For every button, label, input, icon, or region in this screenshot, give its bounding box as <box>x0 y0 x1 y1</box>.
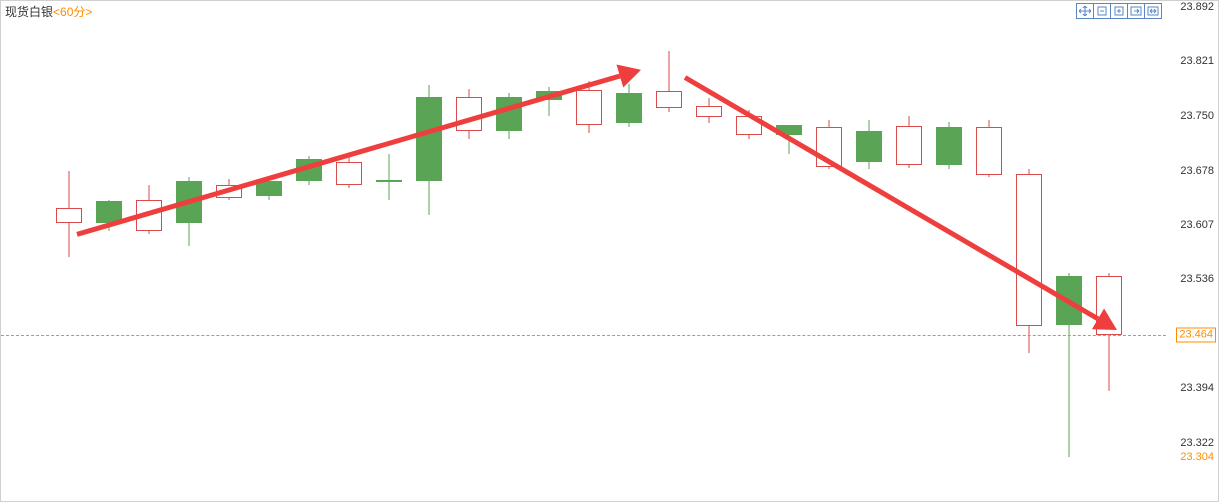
candle-body <box>1096 276 1122 334</box>
candle-body <box>176 181 202 223</box>
y-axis-labels: 23.892 23.821 23.750 23.678 23.607 23.536 23.4… <box>1168 1 1218 483</box>
candle-body <box>56 208 82 223</box>
y-axis-tick-label: 23.607 <box>1180 219 1214 231</box>
candle-body <box>856 131 882 162</box>
y-axis-tick-label: 23.322 <box>1180 437 1214 449</box>
current-price-line <box>1 335 1166 336</box>
candle-body <box>256 181 282 196</box>
chart-container: 现货白银<60分> 23.89223.82123.75023.67823.607… <box>0 0 1219 502</box>
candle-body <box>336 162 362 185</box>
candle-body <box>296 159 322 180</box>
candle-body <box>536 91 562 101</box>
candle-body <box>216 185 242 198</box>
candle-body <box>896 126 922 164</box>
candle-body <box>96 201 122 222</box>
candle-body <box>456 97 482 131</box>
current-price-tag: 23.464 <box>1176 327 1216 342</box>
candle-body <box>936 127 962 165</box>
y-axis-tick-label: 23.821 <box>1180 55 1214 67</box>
chart-plot-area[interactable] <box>1 1 1166 483</box>
y-axis-tick-label: 23.892 <box>1180 1 1214 13</box>
candle-body <box>376 180 402 182</box>
y-axis-tick-label: 23.394 <box>1180 382 1214 394</box>
candle-body <box>1016 174 1042 326</box>
candle-body <box>576 90 602 125</box>
candle-body <box>496 97 522 131</box>
candle-body <box>136 200 162 231</box>
y-axis-tick-label: 23.536 <box>1180 273 1214 285</box>
candle-body <box>656 91 682 109</box>
y-axis-tick-label: 23.750 <box>1180 110 1214 122</box>
candle-body <box>736 116 762 135</box>
candle-body <box>1056 276 1082 324</box>
candle-body <box>416 97 442 181</box>
candle-body <box>616 93 642 124</box>
candle-body <box>776 125 802 135</box>
candle-body <box>696 106 722 117</box>
candle-body <box>816 127 842 167</box>
y-axis-tick-label: 23.678 <box>1180 165 1214 177</box>
candle-body <box>976 127 1002 174</box>
candle-wick <box>389 154 390 200</box>
y-axis-last-label: 23.304 <box>1180 451 1214 463</box>
